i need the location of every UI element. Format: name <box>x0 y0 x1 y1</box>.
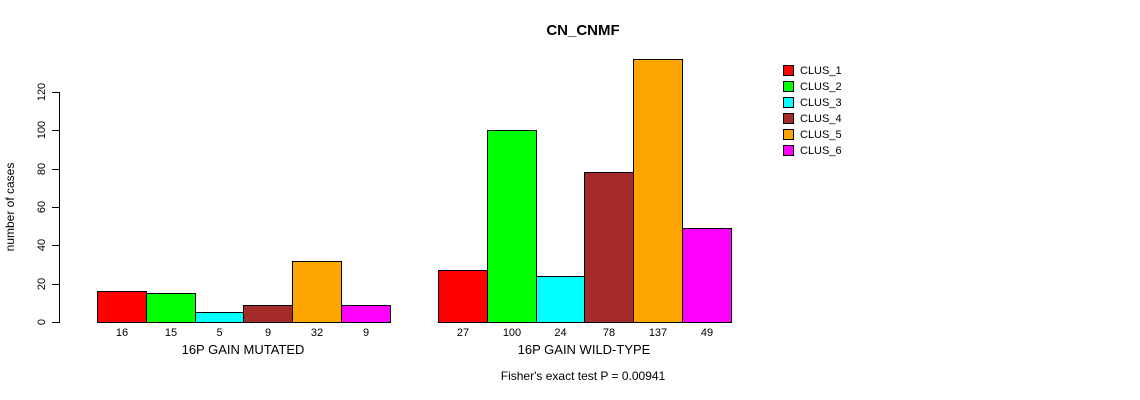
y-tick <box>52 92 60 93</box>
bar-CLUS_3-group1 <box>195 312 244 323</box>
y-tick <box>52 169 60 170</box>
legend-label: CLUS_4 <box>800 112 842 125</box>
y-tick-label: 120 <box>36 82 48 102</box>
bar-value-label: 9 <box>362 327 370 339</box>
bar-CLUS_2-group2 <box>487 130 537 323</box>
bar-value-label: 78 <box>602 327 616 339</box>
bar-value-label: 16 <box>115 327 129 339</box>
x-group-label: 16P GAIN WILD-TYPE <box>517 342 651 357</box>
legend-swatch-CLUS_5 <box>783 129 794 140</box>
bar-CLUS_5-group1 <box>292 261 342 323</box>
legend: CLUS_1 CLUS_2 CLUS_3 CLUS_4 CLUS_5 CLUS_6 <box>783 64 842 160</box>
legend-item-CLUS_1: CLUS_1 <box>783 64 842 77</box>
y-axis-label: number of cases <box>3 162 17 252</box>
legend-item-CLUS_6: CLUS_6 <box>783 144 842 157</box>
legend-item-CLUS_3: CLUS_3 <box>783 96 842 109</box>
legend-label: CLUS_5 <box>800 128 842 141</box>
y-tick <box>52 207 60 208</box>
legend-item-CLUS_2: CLUS_2 <box>783 80 842 93</box>
legend-swatch-CLUS_1 <box>783 65 794 76</box>
y-tick-label: 100 <box>36 120 48 140</box>
legend-item-CLUS_4: CLUS_4 <box>783 112 842 125</box>
bar-value-label: 32 <box>310 327 324 339</box>
legend-label: CLUS_2 <box>800 80 842 93</box>
bar-value-label: 9 <box>264 327 272 339</box>
legend-item-CLUS_5: CLUS_5 <box>783 128 842 141</box>
x-group-label: 16P GAIN MUTATED <box>181 342 305 357</box>
bar-CLUS_6-group2 <box>682 228 732 323</box>
bar-CLUS_2-group1 <box>146 293 196 323</box>
y-tick <box>52 322 60 323</box>
y-tick <box>52 284 60 285</box>
bar-value-label: 27 <box>456 327 470 339</box>
legend-swatch-CLUS_2 <box>783 81 794 92</box>
bar-value-label: 15 <box>164 327 178 339</box>
bar-CLUS_6-group1 <box>341 305 391 323</box>
y-tick-label: 20 <box>36 277 48 291</box>
bar-CLUS_5-group2 <box>633 59 683 323</box>
bar-CLUS_1-group1 <box>97 291 147 323</box>
legend-swatch-CLUS_4 <box>783 113 794 124</box>
bar-value-label: 100 <box>502 327 522 339</box>
bar-CLUS_1-group2 <box>438 270 488 323</box>
chart-title: CN_CNMF <box>546 22 620 39</box>
y-tick-label: 60 <box>36 200 48 214</box>
bar-value-label: 137 <box>648 327 668 339</box>
bar-CLUS_3-group2 <box>536 276 585 323</box>
legend-swatch-CLUS_6 <box>783 145 794 156</box>
legend-label: CLUS_6 <box>800 144 842 157</box>
bar-value-label: 49 <box>700 327 714 339</box>
y-tick-label: 80 <box>36 162 48 176</box>
legend-label: CLUS_3 <box>800 96 842 109</box>
y-tick-label: 0 <box>36 318 48 326</box>
y-tick <box>52 245 60 246</box>
bar-CLUS_4-group2 <box>584 172 634 323</box>
legend-label: CLUS_1 <box>800 64 842 77</box>
y-tick-label: 40 <box>36 238 48 252</box>
fisher-test-annotation: Fisher's exact test P = 0.00941 <box>500 369 666 383</box>
legend-swatch-CLUS_3 <box>783 97 794 108</box>
y-tick <box>52 130 60 131</box>
bar-value-label: 24 <box>554 327 567 339</box>
bar-CLUS_4-group1 <box>243 305 293 323</box>
bar-value-label: 5 <box>216 327 223 339</box>
